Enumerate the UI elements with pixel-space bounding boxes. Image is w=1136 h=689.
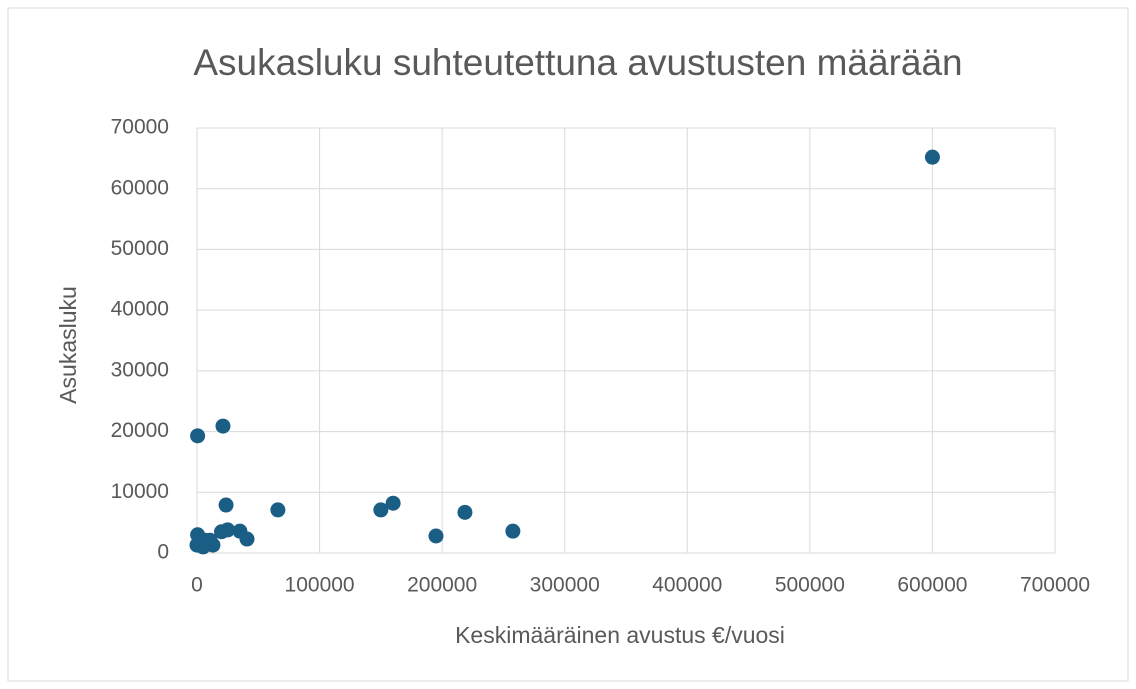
y-tick-label: 30000 bbox=[111, 358, 169, 381]
point bbox=[373, 502, 389, 518]
x-tick-label: 700000 bbox=[1020, 574, 1090, 597]
x-tick-label: 600000 bbox=[897, 574, 967, 597]
chart-border bbox=[7, 7, 1129, 682]
point bbox=[505, 523, 521, 539]
point bbox=[215, 418, 231, 434]
point bbox=[924, 149, 940, 165]
point bbox=[428, 528, 444, 544]
y-axis-label: Asukasluku bbox=[55, 286, 81, 404]
chart-title: Asukasluku suhteutettuna avustusten määr… bbox=[193, 42, 962, 83]
point bbox=[214, 524, 230, 540]
y-tick-label: 0 bbox=[157, 541, 169, 564]
point bbox=[385, 495, 401, 511]
x-tick-label: 500000 bbox=[775, 574, 845, 597]
y-tick-label: 10000 bbox=[111, 480, 169, 503]
x-tick-label: 400000 bbox=[652, 574, 722, 597]
point bbox=[457, 504, 473, 520]
y-tick-label: 50000 bbox=[111, 237, 169, 260]
point bbox=[190, 428, 206, 444]
point bbox=[202, 532, 218, 548]
point bbox=[218, 497, 234, 513]
point bbox=[270, 502, 286, 518]
x-tick-label: 0 bbox=[191, 574, 203, 597]
x-axis-label: Keskimääräinen avustus €/vuosi bbox=[455, 622, 785, 648]
x-tick-label: 300000 bbox=[530, 574, 600, 597]
x-tick-label: 100000 bbox=[285, 574, 355, 597]
point bbox=[232, 523, 248, 539]
y-tick-label: 20000 bbox=[111, 419, 169, 442]
x-tick-label: 200000 bbox=[407, 574, 477, 597]
y-tick-label: 70000 bbox=[111, 116, 169, 139]
y-tick-label: 60000 bbox=[111, 176, 169, 199]
y-tick-label: 40000 bbox=[111, 298, 169, 321]
